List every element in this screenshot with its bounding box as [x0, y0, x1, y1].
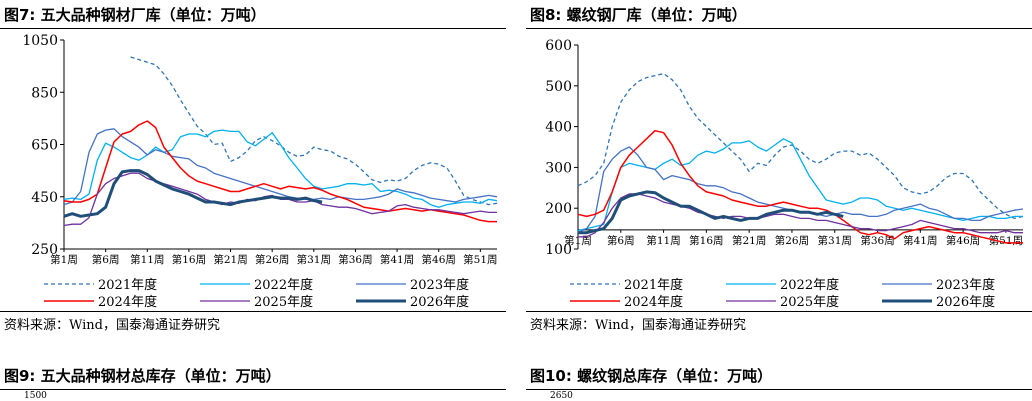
series-line-2025年度	[578, 193, 1023, 238]
figure-7-panel: 图7: 五大品种钢材厂库（单位：万吨） 250 450 650 850 1050 第1周 第…	[0, 0, 506, 401]
series-line-2024年度	[63, 120, 497, 223]
x-tick-label: 第41周	[380, 253, 414, 266]
series-line-2021年度	[577, 72, 1024, 220]
x-tick-label: 第31周	[297, 253, 331, 266]
x-tick-label: 第16周	[689, 234, 723, 247]
legend-label: 2022年度	[254, 277, 313, 293]
legend-label: 2023年度	[410, 277, 469, 293]
x-tick-label: 第21周	[213, 253, 247, 266]
figure-7-bottom-rule	[0, 311, 506, 312]
y-tick-label: 100	[545, 242, 572, 258]
x-tick-label: 第51周	[463, 253, 497, 266]
x-tick-label: 第31周	[818, 234, 852, 247]
x-tick-label: 第26周	[775, 234, 809, 247]
figure-10-title: 图10: 螺纹钢总库存（单位：万吨）	[530, 367, 773, 385]
legend-label: 2022年度	[780, 277, 839, 293]
x-tick-label: 第11周	[130, 253, 164, 266]
legend-label: 2026年度	[936, 294, 995, 310]
legend-label: 2025年度	[780, 294, 839, 310]
figure-7-top-rule	[0, 28, 506, 29]
x-tick-label: 第46周	[422, 253, 456, 266]
x-tick-label: 第26周	[255, 253, 289, 266]
y-tick-label: 1050	[22, 33, 58, 49]
series-line-2026年度	[578, 190, 844, 235]
figure-9-top-rule	[0, 389, 506, 390]
figure-10-top-rule	[526, 389, 1032, 390]
x-tick-label: 第6周	[607, 234, 635, 247]
x-tick-label: 第11周	[646, 234, 680, 247]
legend-label: 2021年度	[624, 277, 683, 293]
x-tick-label: 第1周	[50, 253, 78, 266]
figure-8-source: 资料来源：Wind，国泰海通证券研究	[530, 318, 746, 333]
x-tick-label: 第16周	[172, 253, 206, 266]
y-tick-label: 300	[545, 160, 572, 176]
legend-label: 2025年度	[254, 294, 313, 310]
series-line-2023年度	[63, 128, 498, 206]
figure-9-title: 图9: 五大品种钢材总库存（单位：万吨）	[4, 367, 281, 385]
x-tick-label: 第41周	[903, 234, 937, 247]
series-line-2026年度	[63, 169, 323, 218]
figure-10-top-tick: 2650	[550, 391, 573, 401]
legend-label: 2021年度	[98, 277, 157, 293]
figure-8-top-rule	[526, 28, 1032, 29]
figure-8-title: 图8: 螺纹钢厂库（单位：万吨）	[530, 6, 747, 24]
x-tick-label: 第21周	[732, 234, 766, 247]
figure-8-bottom-rule	[526, 311, 1032, 312]
y-tick-label: 400	[545, 120, 572, 136]
y-tick-label: 250	[31, 242, 58, 258]
series-line-2022年度	[63, 129, 498, 208]
x-tick-label: 第36周	[338, 253, 372, 266]
y-tick-label: 600	[545, 38, 572, 54]
y-tick-label: 500	[545, 79, 572, 95]
y-tick-label: 850	[31, 85, 58, 101]
legend-label: 2026年度	[410, 294, 469, 310]
figure-7-source: 资料来源：Wind，国泰海通证券研究	[4, 318, 220, 333]
figure-7-title: 图7: 五大品种钢材厂库（单位：万吨）	[4, 6, 266, 24]
legend-label: 2024年度	[624, 294, 683, 310]
figure-9-top-tick: 1500	[24, 391, 47, 401]
series-line-2021年度	[130, 56, 498, 206]
y-tick-label: 200	[545, 201, 572, 217]
x-tick-label: 第6周	[92, 253, 120, 266]
series-line-2024年度	[577, 129, 1023, 244]
figure-8-panel: 图8: 螺纹钢厂库（单位：万吨） 100 200 300 400 500 600 第1周 第6…	[526, 0, 1032, 401]
x-tick-label: 第36周	[860, 234, 894, 247]
y-tick-label: 450	[31, 190, 58, 206]
series-line-2022年度	[577, 138, 1023, 232]
x-tick-label: 第46周	[946, 234, 980, 247]
legend-label: 2023年度	[936, 277, 995, 293]
legend-label: 2024年度	[98, 294, 157, 310]
y-tick-label: 650	[31, 138, 58, 154]
